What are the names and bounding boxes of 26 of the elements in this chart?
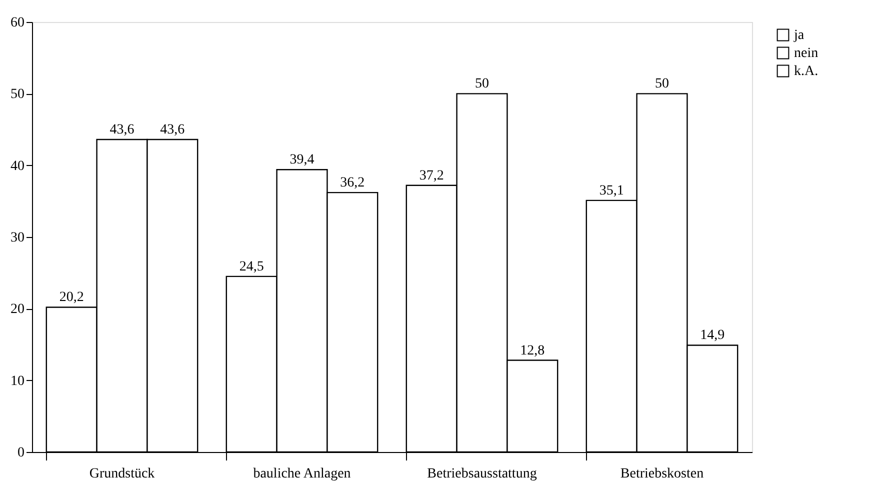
y-tick-label: 10 [10,374,24,389]
data-label: 50 [475,76,489,92]
y-tick-label: 40 [10,158,24,174]
data-label: 43,6 [110,122,134,138]
y-tick-label: 30 [10,230,24,246]
data-label: 35,1 [599,183,624,198]
legend-label: nein [794,46,818,61]
data-label: 36,2 [340,176,365,191]
y-tick-label: 50 [10,87,24,102]
data-label: 20,2 [59,290,84,306]
y-tick-label: 20 [10,302,24,318]
data-label: 37,2 [419,168,444,184]
x-tick-label: Betriebsausstattung [427,466,537,482]
data-label: 43,6 [160,122,185,138]
x-tick-label: Grundstück [89,466,155,482]
x-tick-label: bauliche Anlagen [253,466,351,482]
data-label: 50 [655,76,669,92]
data-label: 39,4 [290,152,314,168]
data-label: 14,9 [700,328,725,344]
x-tick-label: Betriebskosten [620,466,704,482]
legend-label: ja [793,28,805,43]
y-tick-label: 60 [10,16,24,30]
legend-label: k.A. [794,64,818,79]
y-tick-label: 0 [18,446,24,460]
data-label: 24,5 [239,259,264,274]
data-label: 12,8 [520,343,545,358]
